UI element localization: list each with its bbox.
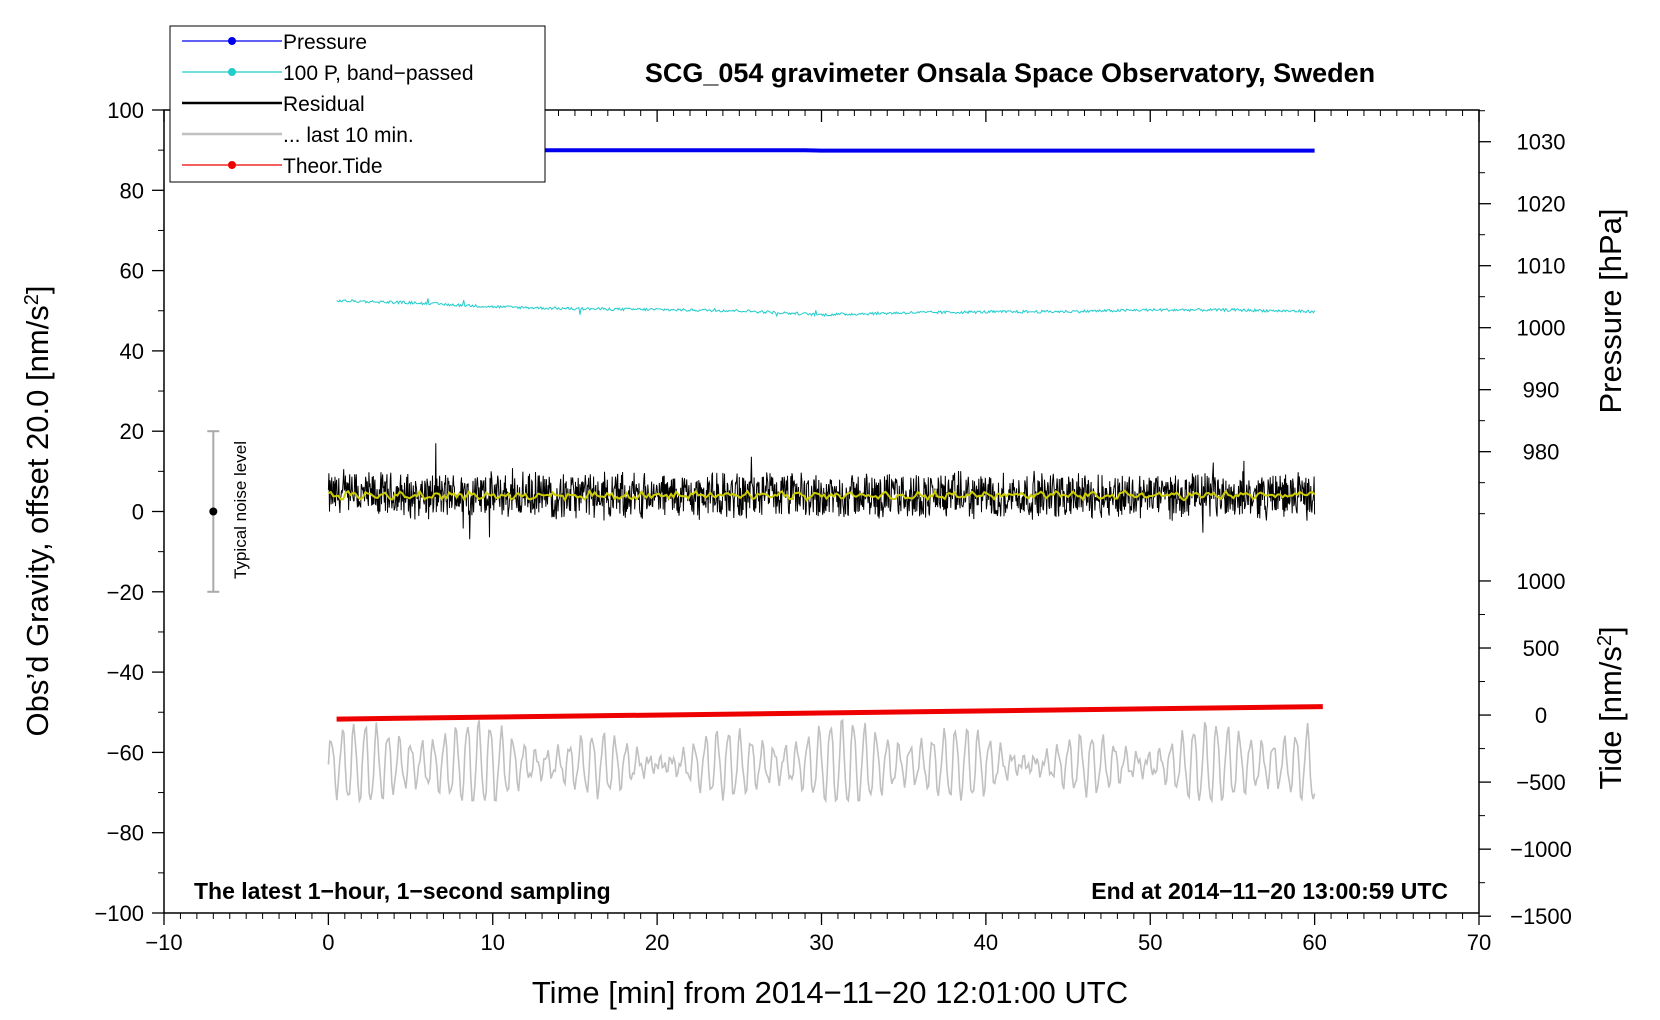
tide-tick-label: −1500 — [1510, 904, 1572, 929]
x-tick-label: −10 — [145, 930, 182, 955]
y-tick-label: −60 — [107, 740, 144, 765]
x-tick-label: 10 — [481, 930, 505, 955]
legend-marker — [228, 161, 236, 169]
legend-label: Residual — [283, 93, 365, 116]
residual-line — [327, 443, 1316, 540]
end-time-note: End at 2014−11−20 13:00:59 UTC — [1091, 878, 1448, 904]
y-tick-label: 60 — [120, 259, 144, 284]
pressure-axis-title: Pressure [hPa] — [1593, 208, 1628, 413]
y-tick-label: 0 — [132, 500, 144, 525]
pressure-tick-label: 1010 — [1517, 254, 1566, 279]
y-tick-label: 40 — [120, 339, 144, 364]
tide-axis-title: Tide [nm/s2] — [1593, 626, 1628, 789]
pressure-tick-label: 1000 — [1517, 316, 1566, 341]
x-tick-label: 50 — [1138, 930, 1162, 955]
y-tick-label: −20 — [107, 580, 144, 605]
ticks-layer: −10 0 10 20 30 40 50 60 70100806040200−20−40−60−… — [94, 98, 1571, 955]
noise-bar-center-dot — [209, 507, 218, 516]
pressure-tick-label: 1030 — [1517, 130, 1566, 155]
y-tick-label: −40 — [107, 660, 144, 685]
tide-tick-label: 0 — [1535, 703, 1547, 728]
y-tick-label: 80 — [120, 178, 144, 203]
legend-label: Pressure — [283, 31, 367, 54]
x-axis-title: Time [min] from 2014−11−20 12:01:00 UTC — [532, 975, 1128, 1010]
theoretical-tide-line — [336, 704, 1323, 722]
x-tick-label: 30 — [809, 930, 833, 955]
series-layer — [327, 148, 1323, 804]
last-10min-line — [327, 718, 1316, 804]
legend-label: 100 P, band−passed — [283, 62, 474, 85]
tide-tick-label: −1000 — [1510, 837, 1572, 862]
band-passed-pressure-line — [336, 298, 1316, 318]
x-tick-label: 70 — [1467, 930, 1491, 955]
x-tick-label: 20 — [645, 930, 669, 955]
legend-marker — [228, 37, 236, 45]
residual-smoothed-line — [328, 488, 1316, 503]
y-tick-label: 100 — [107, 98, 144, 123]
x-tick-label: 0 — [322, 930, 334, 955]
pressure-tick-label: 980 — [1523, 440, 1560, 465]
pressure-tick-label: 1020 — [1517, 192, 1566, 217]
y-tick-label: 20 — [120, 419, 144, 444]
legend: Pressure 100 P, band−passed Residual ... la… — [169, 25, 546, 183]
x-tick-label: 40 — [974, 930, 998, 955]
legend-items: Pressure 100 P, band−passed Residual ... la… — [182, 31, 474, 178]
pressure-tick-label: 990 — [1523, 378, 1560, 403]
legend-label: Theor.Tide — [283, 155, 383, 178]
tide-tick-label: 1000 — [1517, 569, 1566, 594]
chart-title: SCG_054 gravimeter Onsala Space Observat… — [645, 58, 1375, 88]
tide-tick-label: −500 — [1516, 770, 1566, 795]
y-axis-title: Obs’d Gravity, offset 20.0 [nm/s2] — [20, 285, 55, 736]
legend-marker — [228, 68, 236, 76]
tide-tick-label: 500 — [1523, 636, 1560, 661]
y-tick-label: −80 — [107, 821, 144, 846]
noise-label: Typical noise level — [231, 441, 250, 579]
y-tick-label: −100 — [94, 901, 144, 926]
legend-label: ... last 10 min. — [283, 124, 414, 147]
noise-bar — [207, 430, 220, 593]
sampling-note: The latest 1−hour, 1−second sampling — [194, 878, 611, 904]
x-tick-label: 60 — [1302, 930, 1326, 955]
